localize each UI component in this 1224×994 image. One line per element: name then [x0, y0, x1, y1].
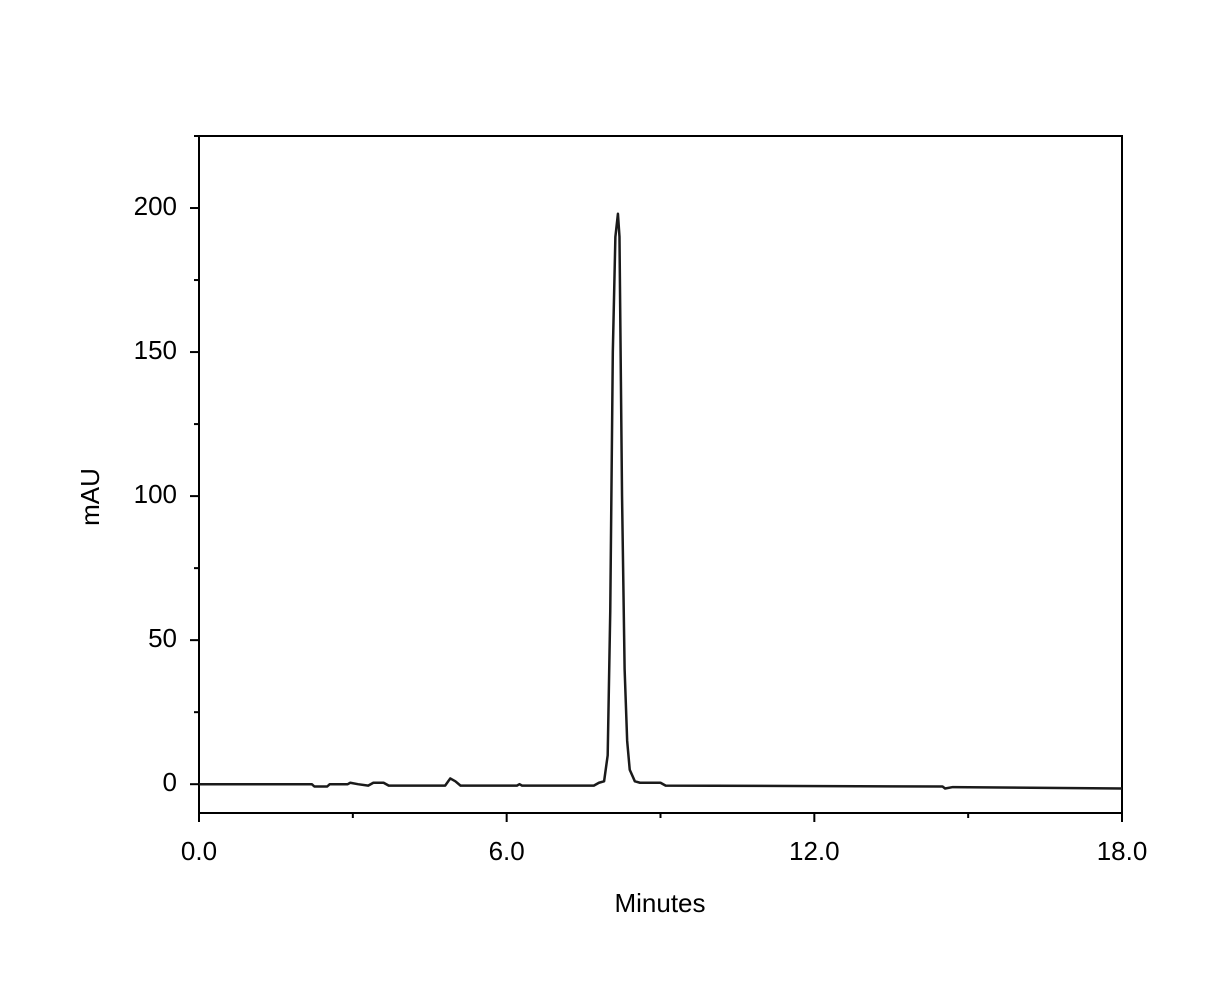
x-tick-label: 6.0: [489, 836, 525, 866]
y-tick-label: 50: [148, 623, 177, 653]
plot-frame: [198, 135, 1123, 814]
y-tick-label: 0: [163, 767, 177, 797]
y-tick-label: 100: [134, 479, 177, 509]
y-tick-label: 200: [134, 191, 177, 221]
x-axis-label: Minutes: [614, 888, 705, 918]
y-tick-label: 150: [134, 335, 177, 365]
y-axis-label: mAU: [75, 468, 105, 526]
x-tick-label: 12.0: [789, 836, 840, 866]
x-tick-label: 0.0: [181, 836, 217, 866]
x-tick-label: 18.0: [1097, 836, 1148, 866]
chromatogram-line: [199, 212, 1123, 790]
